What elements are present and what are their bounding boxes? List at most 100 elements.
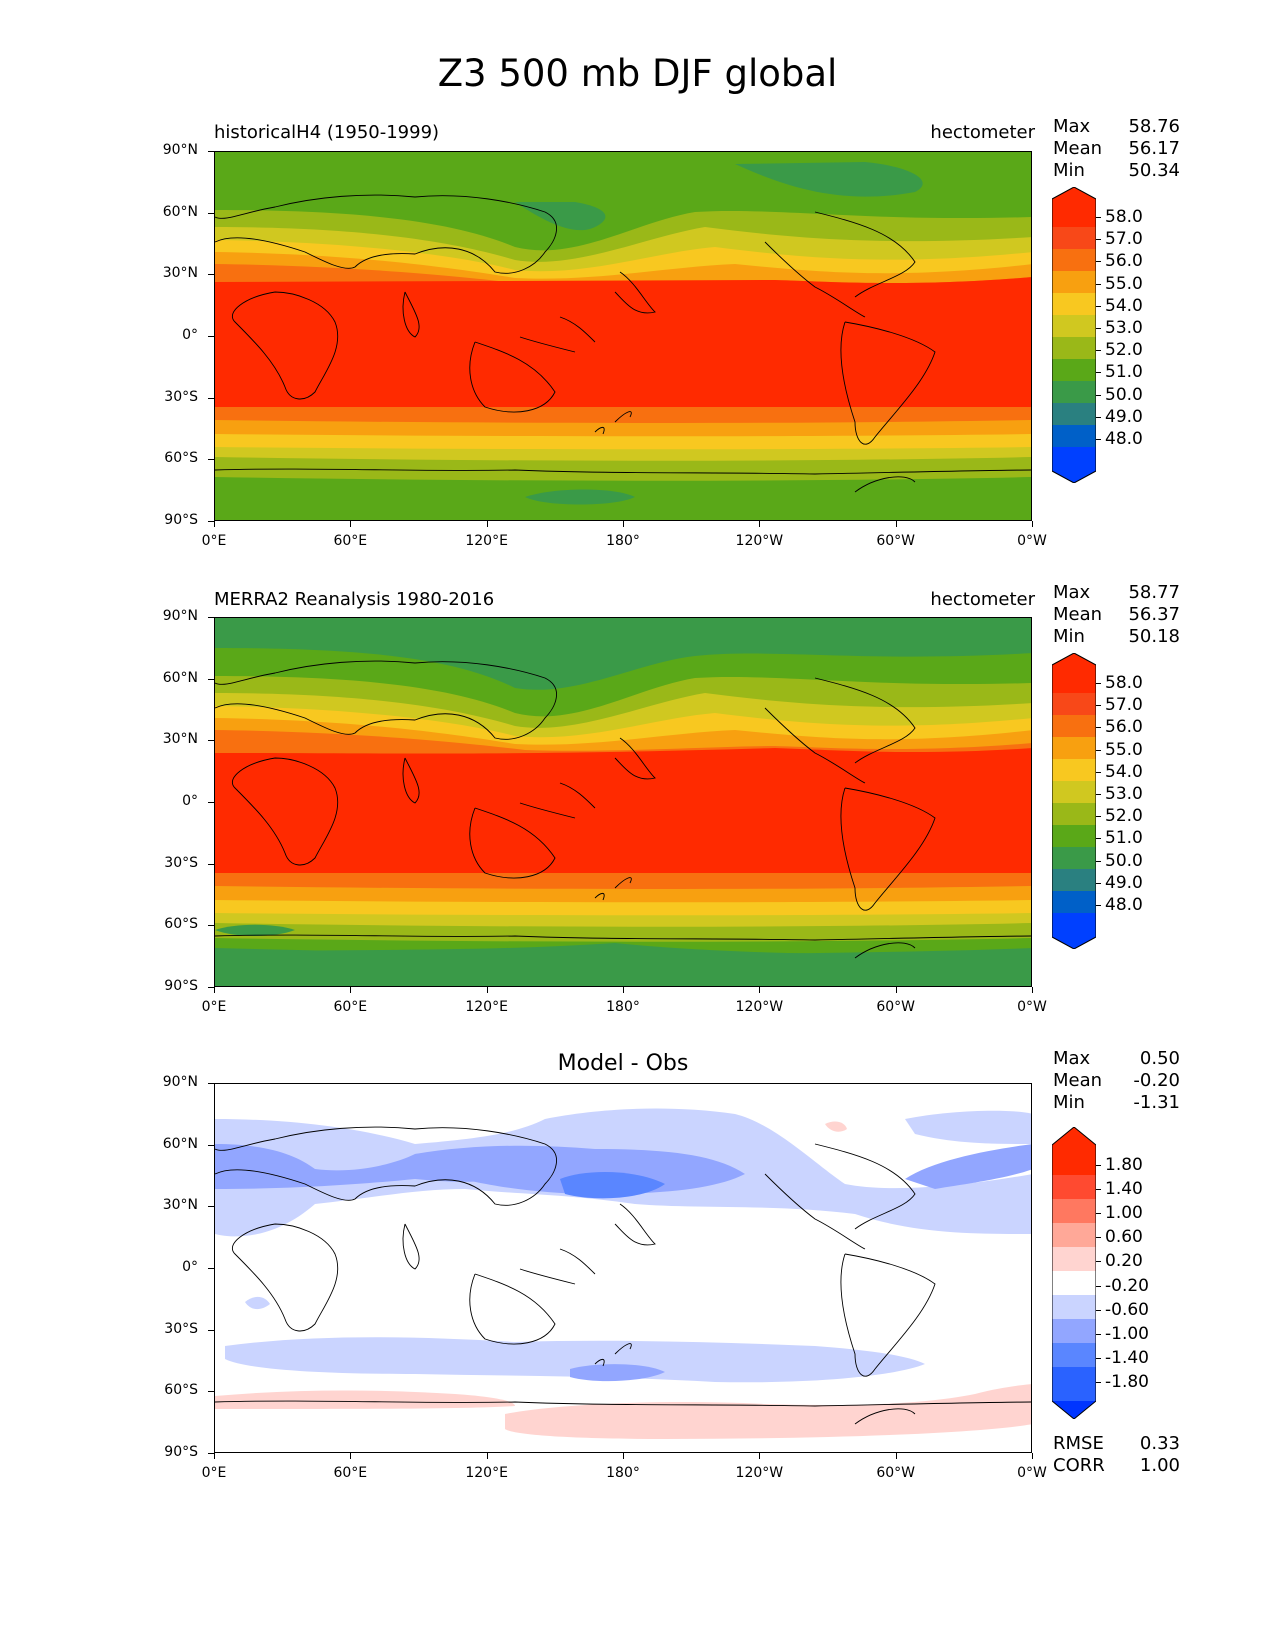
stat-mean-value: -0.20 (1133, 1070, 1180, 1091)
colorbar-tick (1096, 439, 1101, 440)
cbar-segments (1052, 665, 1096, 937)
colorbar-tick (1096, 350, 1101, 352)
lat-tick (208, 617, 214, 618)
stat-min-value: 50.34 (1128, 160, 1180, 181)
panel1-field (215, 152, 1031, 520)
panel2-field (215, 618, 1031, 986)
colorbar-tick-label: -1.40 (1105, 1347, 1149, 1368)
colorbar-tick-label: 49.0 (1105, 406, 1143, 427)
lon-tick (486, 1453, 488, 1459)
lat-tick (208, 678, 214, 680)
lat-tick-label: 30°N (162, 731, 198, 748)
lat-tick (208, 274, 214, 276)
colorbar-tick (1096, 372, 1101, 374)
lon-tick (895, 1453, 897, 1459)
colorbar-tick-label: 48.0 (1105, 895, 1143, 915)
colorbar-tick (1096, 328, 1101, 329)
lon-tick-label: 0°W (1017, 533, 1047, 549)
lon-tick-label: 180° (606, 999, 640, 1015)
lon-tick (1032, 1453, 1033, 1459)
lat-tick-label: 60°N (162, 203, 198, 220)
lat-tick (208, 1329, 214, 1331)
colorbar-tick-label: 50.0 (1105, 850, 1143, 871)
stat-max-value: 0.50 (1139, 1048, 1180, 1069)
colorbar-tick-label: 52.0 (1105, 806, 1143, 827)
lat-tick (208, 459, 214, 461)
lon-tick (1032, 987, 1033, 993)
lat-tick-label: 60°S (164, 1382, 198, 1399)
colorbar-tick (1096, 217, 1101, 218)
lon-tick-label: 120°E (465, 1465, 508, 1481)
colorbar-tick (1096, 1357, 1101, 1359)
colorbar-tick-label: 1.80 (1105, 1155, 1143, 1175)
lat-tick-label: 0° (182, 793, 198, 809)
colorbar-tick (1096, 794, 1101, 795)
colorbar-abs (1051, 652, 1097, 950)
cbar-extend-max (1052, 1127, 1096, 1145)
lat-tick (208, 740, 214, 742)
stat-min-value: 50.18 (1128, 626, 1180, 647)
lat-tick (208, 521, 214, 522)
colorbar-tick (1096, 239, 1101, 241)
lat-tick (208, 863, 214, 865)
cbar-extend-min (1052, 471, 1096, 483)
stat-mean-label: Mean (1053, 1070, 1103, 1091)
panel3-map (214, 1083, 1032, 1453)
colorbar-tick-label: 0.60 (1105, 1227, 1143, 1248)
lat-tick-label: 30°S (164, 1320, 198, 1337)
low-south-atlantic (215, 924, 295, 936)
panel1-stats: Max 58.76 Mean 56.17 Min 50.34 (1053, 116, 1180, 182)
colorbar-tick-label: 0.20 (1105, 1251, 1143, 1272)
colorbar-tick (1096, 705, 1101, 707)
lon-tick-label: 0°E (201, 1465, 227, 1481)
lat-tick (208, 1391, 214, 1393)
lat-tick-label: 0° (182, 1259, 198, 1275)
colorbar-tick (1096, 1309, 1101, 1311)
lat-tick (208, 925, 214, 927)
panel2-title: MERRA2 Reanalysis 1980-2016 (214, 589, 495, 610)
colorbar-tick (1096, 905, 1101, 906)
colorbar-tick-label: 58.0 (1105, 207, 1143, 227)
lat-tick-label: 90°S (164, 978, 198, 994)
colorbar-tick-label: 1.40 (1105, 1179, 1143, 1200)
neg-min-pacific (560, 1172, 665, 1199)
lon-tick (214, 1453, 215, 1459)
colorbar-tick-label: 58.0 (1105, 673, 1143, 693)
lat-tick (208, 1268, 214, 1269)
colorbar-tick-label: -1.80 (1105, 1371, 1149, 1392)
lon-tick-label: 180° (606, 533, 640, 549)
lat-tick-label: 30°N (162, 265, 198, 282)
colorbar-tick (1096, 394, 1101, 396)
lon-tick-label: 120°W (735, 1465, 784, 1481)
lon-tick (214, 521, 215, 527)
stat-mean-label: Mean (1053, 604, 1103, 625)
pos-canada (825, 1121, 847, 1132)
lon-tick-label: 120°W (735, 533, 784, 549)
rmse-label: RMSE (1053, 1433, 1104, 1454)
colorbar-tick-label: 53.0 (1105, 318, 1143, 338)
lon-tick-label: 60°W (876, 999, 915, 1015)
lat-tick (208, 1144, 214, 1146)
panel2-units: hectometer (930, 589, 1035, 610)
lon-tick-label: 60°E (333, 533, 368, 549)
colorbar-tick (1096, 1381, 1101, 1383)
colorbar-tick (1096, 1285, 1101, 1287)
colorbar-tick (1096, 771, 1101, 773)
neg-atlantic (905, 1144, 1031, 1189)
lat-tick (208, 212, 214, 214)
corr-value: 1.00 (1139, 1455, 1180, 1476)
lat-tick (208, 397, 214, 399)
colorbar-tick-label: 54.0 (1105, 295, 1143, 316)
colorbar-tick-label: 57.0 (1105, 695, 1143, 716)
colorbar-tick (1096, 1261, 1101, 1263)
stat-max-value: 58.77 (1128, 582, 1180, 603)
lat-tick-label: 60°S (164, 450, 198, 467)
colorbar-tick (1096, 882, 1101, 884)
panel1-units: hectometer (930, 122, 1035, 143)
colorbar-tick (1096, 1165, 1101, 1166)
low-east-asia (515, 202, 606, 231)
stat-mean-value: 56.37 (1128, 604, 1180, 625)
lat-tick-label: 90°S (164, 1444, 198, 1460)
panel3-colorbar (1051, 1126, 1097, 1423)
lat-tick (208, 802, 214, 803)
